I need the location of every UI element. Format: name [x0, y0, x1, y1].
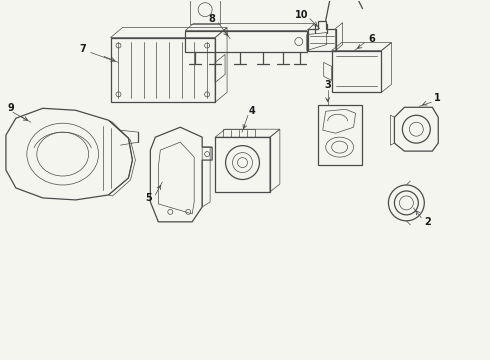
Text: 4: 4	[248, 106, 255, 116]
Text: 1: 1	[434, 93, 441, 103]
Text: 2: 2	[424, 217, 431, 227]
Text: 7: 7	[79, 44, 86, 54]
Text: 6: 6	[368, 33, 375, 44]
Text: 3: 3	[324, 80, 331, 90]
Text: 9: 9	[7, 103, 14, 113]
Text: 10: 10	[295, 10, 309, 20]
Text: 8: 8	[209, 14, 216, 24]
Text: 5: 5	[145, 193, 152, 203]
